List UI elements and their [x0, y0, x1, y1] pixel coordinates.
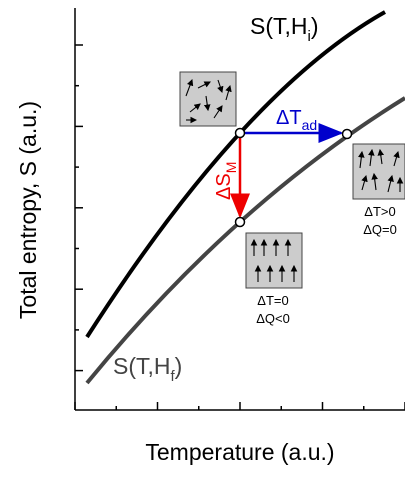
label-main: ΔT — [276, 107, 302, 129]
label-main: ΔS — [213, 173, 235, 200]
label-sub: f — [171, 368, 176, 385]
spin-box — [245, 232, 303, 289]
axes — [74, 8, 405, 411]
label-sub: i — [308, 28, 311, 45]
box-text: ΔT>0 — [364, 204, 395, 219]
label-sub: ad — [302, 117, 318, 133]
spin-box — [179, 71, 237, 127]
label-close: ) — [311, 13, 319, 39]
curve-initial — [85, 10, 386, 339]
arrow-label: ΔSM — [213, 162, 239, 200]
box-text: ΔQ=0 — [363, 222, 397, 237]
label-close: ) — [175, 353, 183, 379]
label-main: S(T,H — [113, 353, 171, 379]
state-point — [234, 127, 246, 139]
spin-box — [352, 143, 405, 200]
label-sub: M — [223, 162, 239, 174]
curve-label: S(T,Hi) — [250, 13, 319, 45]
state-point — [341, 128, 353, 140]
curve-label: S(T,Hf) — [113, 353, 182, 385]
state-point — [234, 216, 246, 228]
arrow-label: ΔTad — [276, 107, 317, 133]
box-text: ΔQ<0 — [256, 311, 290, 326]
label-main: S(T,H — [250, 13, 308, 39]
y-axis-label: Total entropy, S (a.u.) — [15, 101, 41, 319]
box-text: ΔT=0 — [257, 293, 288, 308]
x-axis-label: Temperature (a.u.) — [145, 439, 334, 465]
